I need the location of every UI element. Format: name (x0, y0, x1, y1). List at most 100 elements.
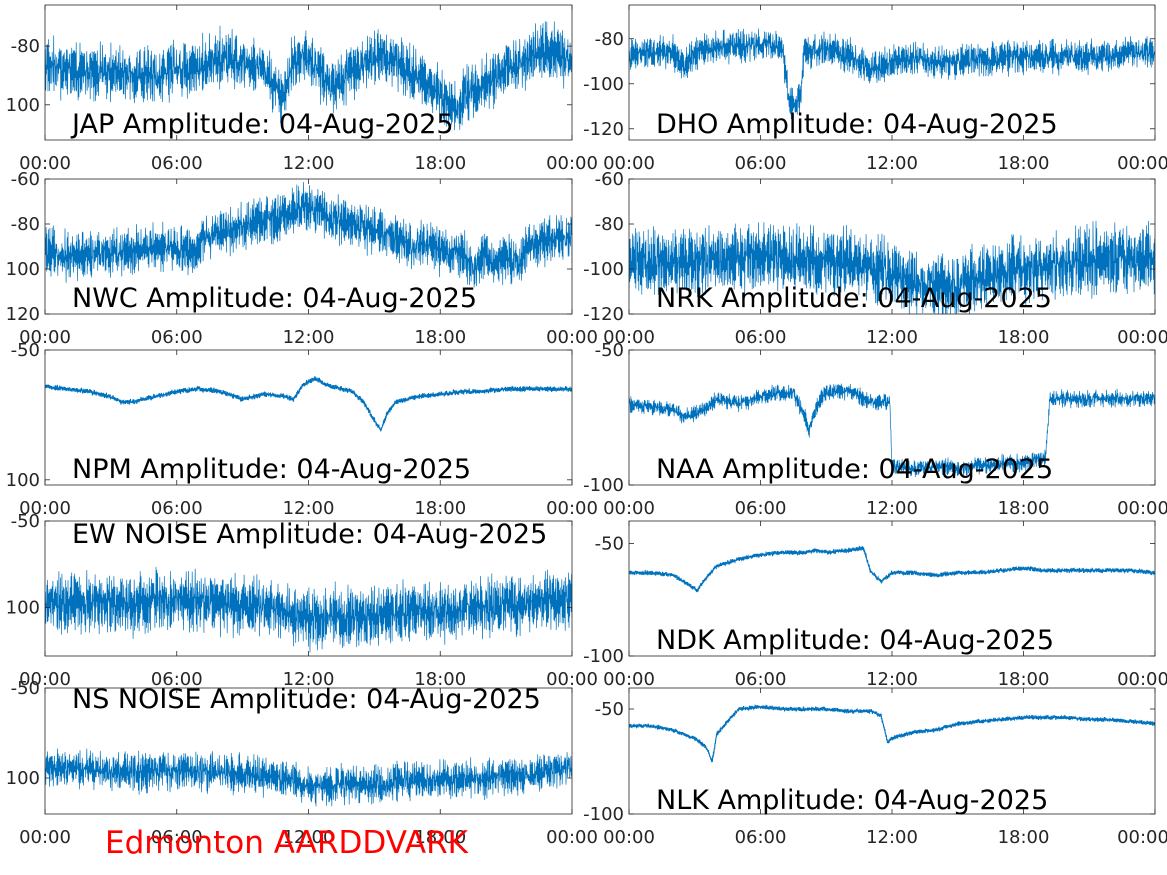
x-tick-label: 18:00 (998, 498, 1050, 519)
y-tick-label: -80 (595, 214, 624, 235)
panel-9: -50 100 00:00 06:00 12:00 18:00 00:00 NS NOISE … (6, 678, 598, 848)
x-tick-label: 12:00 (866, 153, 918, 174)
y-tick-label: -50 (11, 678, 40, 699)
x-tick-label: 18:00 (414, 669, 466, 690)
y-tick-label: 100 (6, 259, 40, 280)
series-line (629, 704, 1155, 763)
y-tick-label: -60 (11, 169, 40, 190)
x-tick-label: 12:00 (283, 827, 335, 848)
y-tick-label: -100 (583, 259, 624, 280)
panel-title: NLK Amplitude: 04-Aug-2025 (656, 785, 1048, 816)
x-tick-label: 18:00 (414, 153, 466, 174)
x-tick-label: 00:00 (19, 498, 71, 519)
y-tick-label: -100 (583, 804, 624, 825)
y-tick-label: -50 (595, 340, 624, 361)
series-line (629, 383, 1155, 478)
series-line (629, 220, 1155, 314)
series-line (45, 566, 572, 653)
x-tick-label: 00:00 (19, 327, 71, 348)
series-line (45, 748, 572, 807)
series-line (45, 181, 572, 288)
panel-title: NDK Amplitude: 04-Aug-2025 (656, 625, 1054, 656)
x-tick-label: 12:00 (866, 498, 918, 519)
series-line (45, 21, 572, 131)
x-tick-label: 18:00 (414, 498, 466, 519)
x-tick-label: 06:00 (151, 498, 203, 519)
x-tick-label: 00:00 (546, 498, 598, 519)
x-tick-label: 18:00 (998, 153, 1050, 174)
x-tick-label: 18:00 (414, 827, 466, 848)
y-tick-label: 100 (6, 598, 40, 619)
station-label: Edmonton AARDDVARK (105, 825, 469, 861)
x-tick-label: 18:00 (414, 327, 466, 348)
y-tick-label: 100 (6, 95, 40, 116)
y-tick-label: -80 (11, 214, 40, 235)
x-tick-label: 12:00 (283, 327, 335, 348)
x-tick-label: 06:00 (735, 827, 787, 848)
x-tick-label: 00:00 (603, 669, 655, 690)
x-tick-label: 00:00 (1117, 327, 1167, 348)
x-tick-label: 06:00 (735, 327, 787, 348)
y-tick-label: -60 (595, 169, 624, 190)
y-tick-label: 120 (6, 304, 40, 325)
y-tick-label: -50 (11, 340, 40, 361)
y-tick-label: 100 (6, 768, 40, 789)
y-tick-label: -50 (595, 534, 624, 555)
x-tick-label: 06:00 (735, 669, 787, 690)
panel-1: -80 100 00:00 06:00 12:00 18:00 00:00 JAP Ampli… (6, 4, 598, 174)
panel-7: -50 100 00:00 06:00 12:00 18:00 00:00 EW NOISE … (6, 511, 598, 690)
x-tick-label: 12:00 (283, 498, 335, 519)
x-tick-label: 00:00 (1117, 827, 1167, 848)
x-tick-label: 00:00 (546, 669, 598, 690)
x-tick-label: 12:00 (866, 669, 918, 690)
x-tick-label: 00:00 (546, 153, 598, 174)
x-tick-label: 12:00 (866, 827, 918, 848)
y-tick-label: 100 (6, 470, 40, 491)
x-tick-label: 18:00 (998, 669, 1050, 690)
x-tick-label: 12:00 (283, 153, 335, 174)
panel-title: DHO Amplitude: 04-Aug-2025 (656, 109, 1058, 140)
x-tick-label: 00:00 (603, 153, 655, 174)
x-tick-label: 12:00 (866, 327, 918, 348)
x-tick-label: 00:00 (1117, 498, 1167, 519)
y-tick-label: -100 (583, 646, 624, 667)
panel-title: JAP Amplitude: 04-Aug-2025 (70, 109, 454, 140)
x-tick-label: 18:00 (998, 827, 1050, 848)
y-tick-label: -80 (595, 29, 624, 50)
panel-title: NWC Amplitude: 04-Aug-2025 (72, 283, 477, 314)
x-tick-label: 06:00 (151, 669, 203, 690)
y-tick-label: -100 (583, 475, 624, 496)
x-tick-label: 00:00 (603, 827, 655, 848)
x-tick-label: 00:00 (603, 327, 655, 348)
x-tick-label: 06:00 (735, 498, 787, 519)
x-tick-label: 06:00 (151, 327, 203, 348)
panel-title: NPM Amplitude: 04-Aug-2025 (72, 454, 471, 485)
y-tick-label: -50 (11, 511, 40, 532)
x-tick-label: 06:00 (151, 153, 203, 174)
y-tick-label: -100 (583, 74, 624, 95)
x-tick-label: 00:00 (19, 153, 71, 174)
x-tick-label: 00:00 (19, 669, 71, 690)
y-tick-label: -50 (595, 699, 624, 720)
y-tick-label: -120 (583, 304, 624, 325)
series-line (45, 376, 572, 432)
x-tick-label: 06:00 (151, 827, 203, 848)
x-tick-label: 18:00 (998, 327, 1050, 348)
series-line (629, 28, 1155, 119)
x-tick-label: 00:00 (1117, 153, 1167, 174)
y-tick-label: -120 (583, 119, 624, 140)
x-tick-label: 00:00 (19, 827, 71, 848)
panel-title: NRK Amplitude: 04-Aug-2025 (656, 283, 1052, 314)
series-line (629, 545, 1155, 593)
panel-title: EW NOISE Amplitude: 04-Aug-2025 (72, 519, 547, 550)
x-tick-label: 06:00 (735, 153, 787, 174)
panel-title: NAA Amplitude: 04-Aug-2025 (656, 454, 1053, 485)
